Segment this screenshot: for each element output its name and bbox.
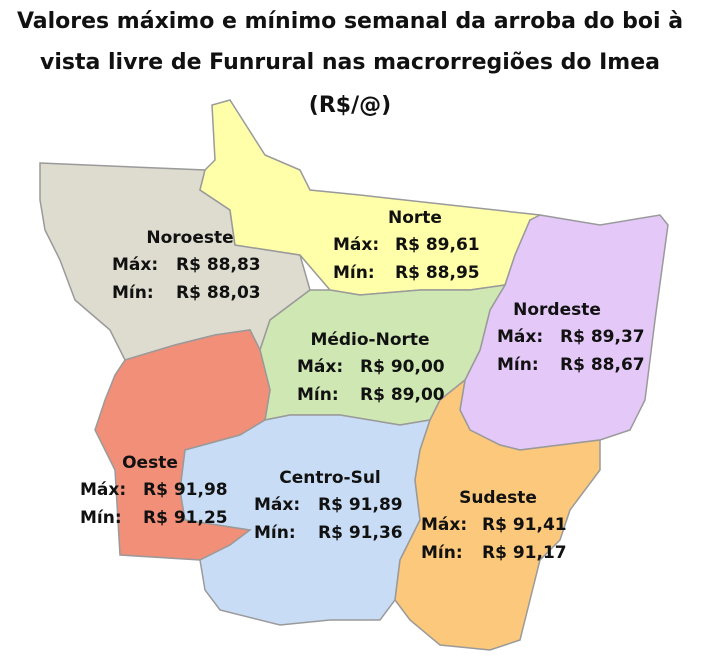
max-label: Máx: <box>297 357 343 377</box>
max-value: R$ 91,89 <box>318 495 403 515</box>
region-name: Sudeste <box>459 488 537 508</box>
title-line: vista livre de Funrural nas macrorregiõe… <box>40 50 660 75</box>
min-label: Mín: <box>80 508 122 528</box>
min-value: R$ 88,03 <box>176 283 261 303</box>
min-value: R$ 91,17 <box>482 543 567 563</box>
max-label: Máx: <box>421 515 467 535</box>
max-value: R$ 89,37 <box>560 327 645 347</box>
region-sudeste <box>394 378 601 651</box>
min-value: R$ 88,67 <box>560 355 645 375</box>
max-label: Máx: <box>80 480 126 500</box>
max-value: R$ 91,41 <box>482 515 567 535</box>
title-line: (R$/@) <box>309 93 391 118</box>
min-label: Mín: <box>254 523 296 543</box>
region-name: Oeste <box>122 453 178 473</box>
region-name: Norte <box>388 208 442 228</box>
max-value: R$ 89,61 <box>395 235 480 255</box>
min-value: R$ 88,95 <box>395 263 480 283</box>
max-value: R$ 91,98 <box>143 480 228 500</box>
max-value: R$ 90,00 <box>360 357 445 377</box>
max-label: Máx: <box>497 327 543 347</box>
min-label: Mín: <box>112 283 154 303</box>
min-label: Mín: <box>333 263 375 283</box>
region-name: Nordeste <box>513 300 601 320</box>
region-name: Noroeste <box>146 228 233 248</box>
min-label: Mín: <box>297 385 339 405</box>
max-label: Máx: <box>333 235 379 255</box>
min-value: R$ 91,25 <box>143 508 228 528</box>
max-label: Máx: <box>254 495 300 515</box>
max-label: Máx: <box>112 255 158 275</box>
min-value: R$ 89,00 <box>360 385 445 405</box>
region-name: Centro-Sul <box>279 468 381 488</box>
region-name: Médio-Norte <box>310 330 429 350</box>
min-label: Mín: <box>421 543 463 563</box>
min-label: Mín: <box>497 355 539 375</box>
max-value: R$ 88,83 <box>176 255 261 275</box>
min-value: R$ 91,36 <box>318 523 403 543</box>
title-line: Valores máximo e mínimo semanal da arrob… <box>17 9 683 34</box>
